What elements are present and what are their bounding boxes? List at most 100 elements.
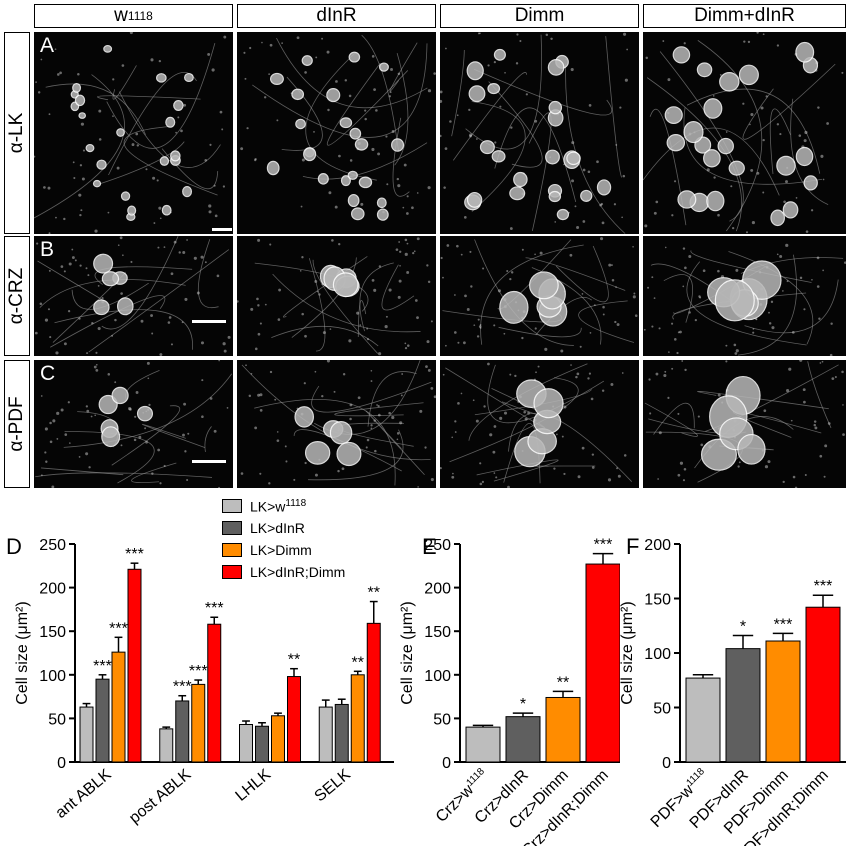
- speckle: [366, 438, 370, 442]
- speckle: [370, 424, 373, 427]
- speckle: [682, 479, 686, 482]
- speckle: [375, 109, 378, 112]
- cell-body: [803, 175, 818, 191]
- cell-body: [376, 197, 387, 209]
- cell-body: [358, 176, 373, 189]
- speckle: [503, 411, 508, 415]
- speckle: [183, 103, 187, 107]
- cell-body: [93, 299, 110, 316]
- speckle: [575, 375, 578, 379]
- speckle: [114, 381, 117, 384]
- speckle: [633, 292, 636, 295]
- speckle: [425, 365, 428, 368]
- speckle: [45, 460, 48, 463]
- speckle: [314, 370, 317, 373]
- cell-body: [101, 426, 121, 448]
- speckle: [313, 130, 315, 133]
- scale-bar: [192, 320, 226, 323]
- speckle: [443, 186, 446, 189]
- speckle: [98, 138, 102, 141]
- cell-body: [85, 143, 95, 153]
- speckle: [216, 274, 220, 278]
- speckle: [645, 56, 649, 60]
- bar: [685, 677, 721, 763]
- speckle: [208, 210, 212, 214]
- speckle: [49, 336, 52, 339]
- speckle: [823, 475, 826, 478]
- speckle: [509, 373, 512, 376]
- significance-label: ***: [594, 537, 613, 554]
- speckle: [842, 433, 845, 436]
- speckle: [183, 402, 187, 406]
- speckle: [539, 251, 543, 255]
- cell-body: [165, 116, 176, 128]
- row-label: α-CRZ: [6, 267, 27, 325]
- speckle: [677, 412, 680, 415]
- micrograph-panel: [643, 32, 846, 234]
- speckle: [749, 123, 751, 126]
- micrograph-image: [644, 360, 845, 488]
- speckle: [159, 217, 162, 220]
- cell-body: [72, 82, 82, 93]
- micrograph-panel: [237, 236, 436, 356]
- cell-body: [533, 388, 564, 419]
- speckle: [550, 37, 553, 41]
- neurite: [142, 423, 206, 448]
- speckle: [684, 368, 687, 372]
- scale-bar: [212, 228, 232, 231]
- speckle: [399, 421, 403, 425]
- speckle: [69, 442, 71, 444]
- speckle: [514, 374, 517, 378]
- speckle: [86, 352, 89, 355]
- speckle: [373, 88, 376, 92]
- speckle: [735, 349, 739, 353]
- speckle: [668, 351, 670, 353]
- speckle: [413, 250, 416, 253]
- speckle: [779, 133, 782, 136]
- speckle: [342, 372, 346, 376]
- speckle: [259, 409, 263, 412]
- speckle: [122, 254, 124, 257]
- speckle: [674, 338, 677, 341]
- speckle: [457, 402, 460, 405]
- speckle: [684, 266, 687, 270]
- cell-body: [74, 94, 86, 107]
- micrograph-panel: [440, 32, 639, 234]
- speckle: [377, 413, 381, 417]
- speckle: [321, 394, 324, 398]
- speckle: [249, 46, 252, 50]
- speckle: [571, 141, 575, 145]
- cell-body: [378, 62, 389, 72]
- speckle: [475, 138, 478, 140]
- significance-label: ***: [814, 578, 833, 595]
- speckle: [301, 158, 305, 162]
- speckle: [74, 259, 77, 262]
- speckle: [768, 322, 772, 325]
- neurite: [697, 390, 829, 410]
- speckle: [632, 295, 636, 299]
- neurite: [663, 274, 693, 323]
- cell-body: [742, 260, 782, 300]
- speckle: [489, 433, 493, 437]
- speckle: [81, 177, 85, 181]
- speckle: [841, 370, 844, 374]
- speckle: [244, 77, 247, 80]
- micrograph-panel: [643, 360, 846, 488]
- speckle: [34, 331, 38, 335]
- row-label: α-PDF: [6, 396, 27, 452]
- significance-label: **: [557, 674, 569, 691]
- neurite: [468, 363, 588, 441]
- speckle: [683, 467, 687, 471]
- bar: [545, 696, 581, 763]
- speckle: [49, 421, 52, 425]
- neurite: [41, 467, 124, 476]
- speckle: [240, 472, 244, 475]
- neurite: [578, 300, 635, 343]
- neurite: [88, 249, 230, 353]
- speckle: [356, 311, 360, 315]
- speckle: [674, 180, 677, 183]
- neurite: [389, 42, 418, 92]
- speckle: [717, 269, 720, 273]
- speckle: [71, 248, 74, 251]
- speckle: [454, 294, 456, 296]
